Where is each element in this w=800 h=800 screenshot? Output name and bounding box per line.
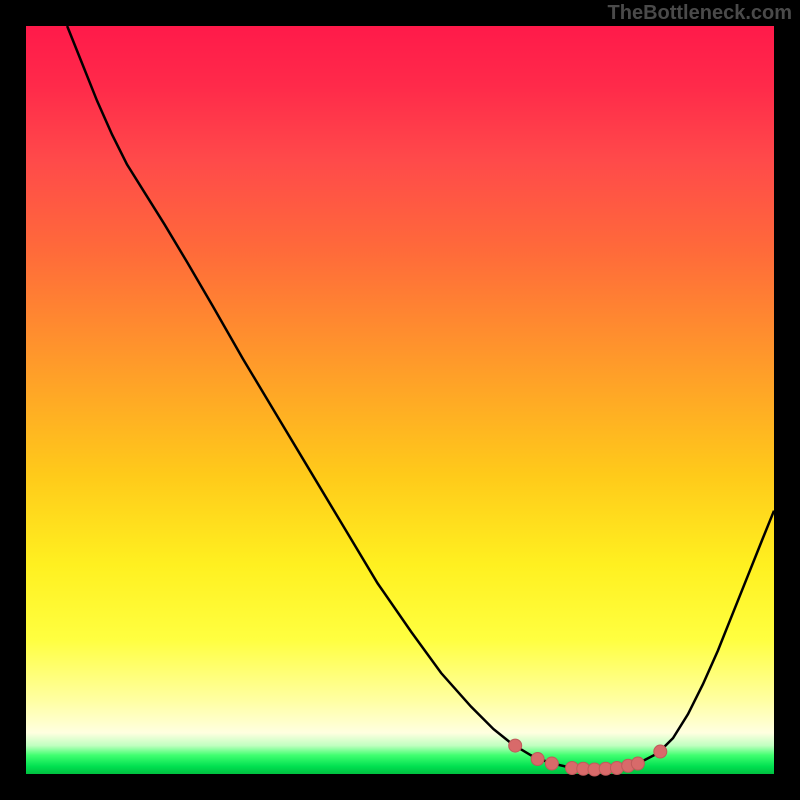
curve-marker [545, 757, 558, 770]
curve-marker [531, 753, 544, 766]
curve-marker [509, 739, 522, 752]
curve-marker [654, 745, 667, 758]
watermark-text: TheBottleneck.com [608, 2, 792, 25]
bottleneck-chart [0, 0, 800, 800]
curve-marker [631, 757, 644, 770]
curve-marker [610, 762, 623, 775]
